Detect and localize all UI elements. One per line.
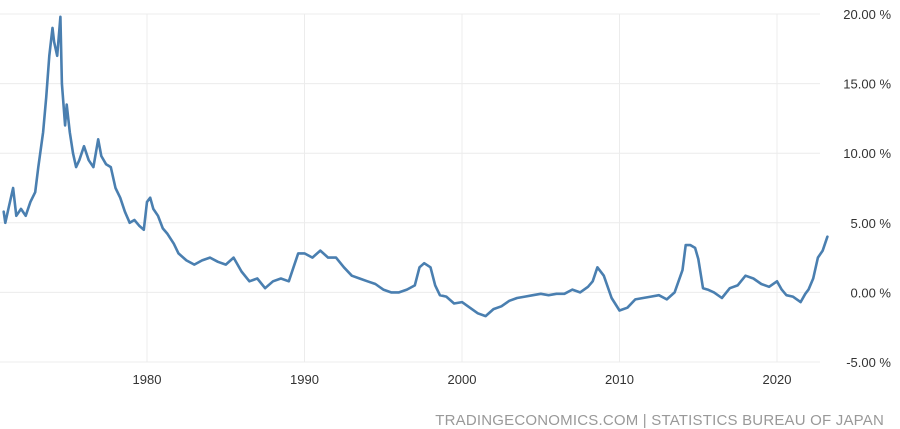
source-attribution: TRADINGECONOMICS.COM | STATISTICS BUREAU… [435, 412, 884, 429]
y-tick-label: 20.00 % [843, 7, 891, 22]
y-tick-label: 5.00 % [851, 216, 892, 231]
x-tick-label: 2020 [763, 372, 792, 387]
y-axis-ticks: 20.00 % 15.00 % 10.00 % 5.00 % 0.00 % -5.00 % [843, 7, 891, 370]
x-tick-label: 2010 [605, 372, 634, 387]
x-tick-label: 2000 [448, 372, 477, 387]
series-group [2, 15, 829, 318]
grid-lines [0, 13, 820, 363]
y-tick-label: 15.00 % [843, 77, 891, 92]
series-line [2, 15, 829, 318]
y-tick-label: 10.00 % [843, 146, 891, 161]
x-axis-ticks: 1980 1990 2000 2010 2020 [133, 372, 792, 387]
y-tick-label: 0.00 % [851, 285, 892, 300]
x-tick-label: 1990 [290, 372, 319, 387]
x-tick-label: 1980 [133, 372, 162, 387]
y-tick-label: -5.00 % [846, 355, 891, 370]
